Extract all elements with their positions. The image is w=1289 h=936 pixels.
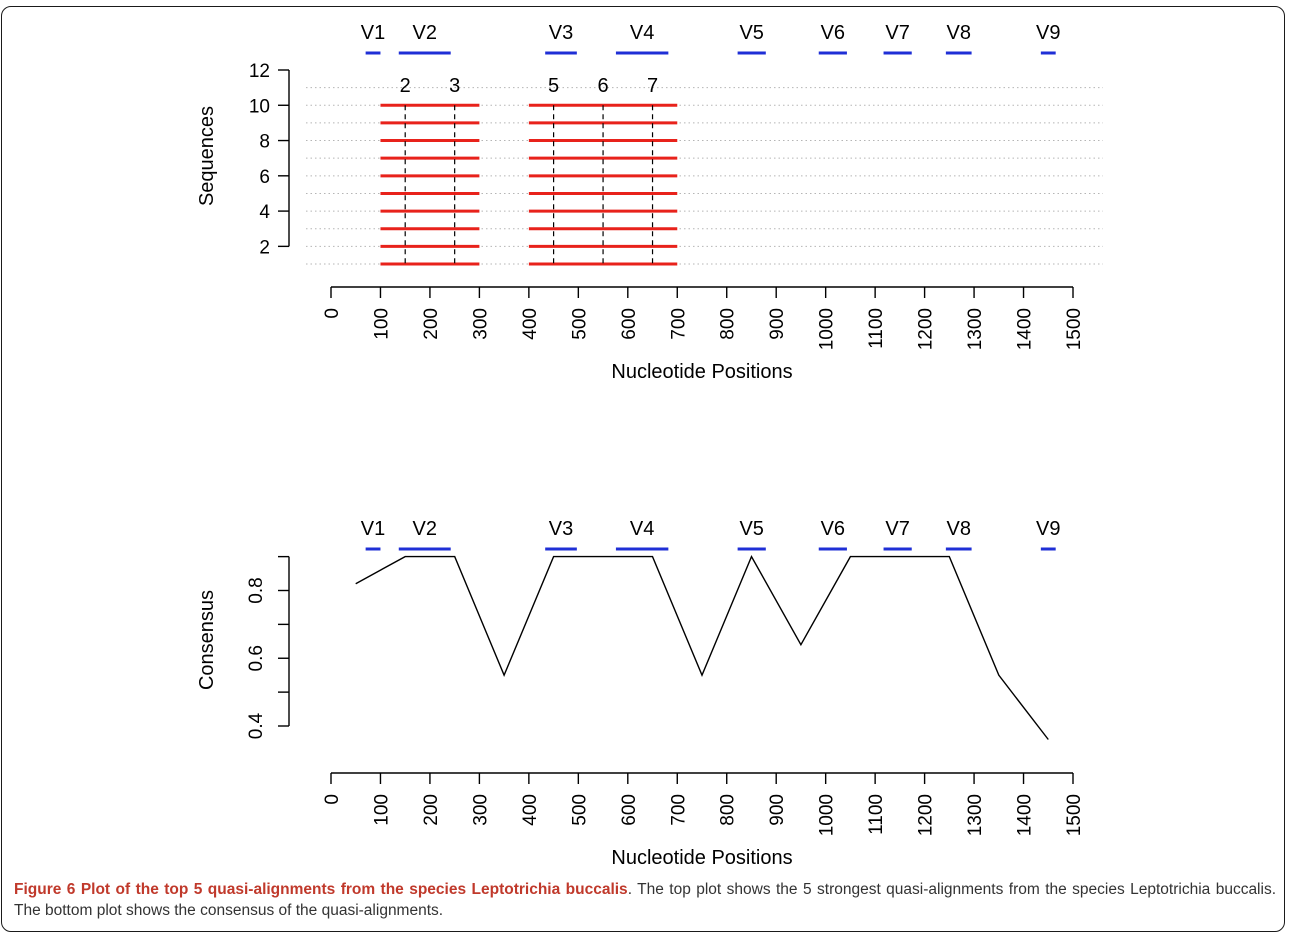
window-marker-label: 7 bbox=[647, 75, 658, 97]
x-tick-label: 1500 bbox=[1064, 794, 1085, 836]
x-tick-label: 500 bbox=[569, 794, 590, 826]
figure-svg: V1 V2 V3 V4 V5 V6 V7 V8 V9 2 4 6 8 10 12 Sequences 2 3 5 6 7… bbox=[196, 22, 1103, 869]
variable-region-label: V1 bbox=[361, 22, 385, 44]
x-axis-title: Nucleotide Positions bbox=[611, 847, 792, 869]
x-tick-label: 600 bbox=[619, 308, 640, 340]
y-tick-label: 4 bbox=[259, 202, 270, 223]
variable-region-label: V2 bbox=[413, 518, 437, 540]
figure-frame bbox=[1, 6, 1285, 932]
x-tick-label: 1200 bbox=[916, 794, 937, 836]
x-tick-label: 300 bbox=[470, 308, 491, 340]
variable-region-label: V5 bbox=[739, 22, 763, 44]
variable-region-label: V2 bbox=[413, 22, 437, 44]
variable-region-label: V7 bbox=[885, 518, 909, 540]
x-tick-label: 1100 bbox=[866, 308, 887, 349]
y-tick-label: 0.6 bbox=[246, 645, 267, 671]
x-tick-label: 200 bbox=[421, 308, 442, 340]
consensus-line bbox=[355, 555, 1049, 740]
x-tick-label: 1300 bbox=[965, 794, 986, 836]
x-tick-label: 1100 bbox=[866, 794, 887, 835]
x-tick-label: 400 bbox=[520, 794, 541, 826]
x-tick-label: 200 bbox=[421, 794, 442, 826]
x-tick-label: 800 bbox=[718, 794, 739, 826]
x-tick-label: 1400 bbox=[1015, 794, 1036, 836]
variable-region-label: V4 bbox=[630, 518, 654, 540]
caption-body: . The top plot shows the 5 strongest qua… bbox=[14, 881, 1277, 919]
x-tick-label: 0 bbox=[322, 794, 343, 805]
x-tick-label: 400 bbox=[520, 308, 541, 340]
x-axis-title: Nucleotide Positions bbox=[611, 361, 792, 383]
x-tick-label: 1200 bbox=[916, 308, 937, 350]
sequences-plot: V1 V2 V3 V4 V5 V6 V7 V8 V9 2 4 6 8 10 12 Sequences 2 3 5 6 7… bbox=[196, 22, 1103, 383]
variable-region-label: V9 bbox=[1036, 518, 1060, 540]
y-tick-label: 0.4 bbox=[246, 712, 267, 739]
variable-region-label: V6 bbox=[821, 518, 845, 540]
x-tick-label: 600 bbox=[619, 794, 640, 826]
y-tick-label: 6 bbox=[259, 167, 270, 188]
x-tick-label: 100 bbox=[371, 794, 392, 826]
x-tick-label: 900 bbox=[767, 794, 788, 826]
x-tick-label: 1500 bbox=[1064, 308, 1085, 350]
variable-region-label: V9 bbox=[1036, 22, 1060, 44]
window-marker-label: 2 bbox=[400, 75, 411, 97]
x-tick-label: 900 bbox=[767, 308, 788, 340]
x-tick-label: 100 bbox=[371, 308, 392, 340]
caption-title: Figure 6 Plot of the top 5 quasi-alignme… bbox=[14, 881, 628, 898]
x-tick-label: 0 bbox=[322, 308, 343, 319]
x-tick-label: 1000 bbox=[817, 794, 838, 836]
y-tick-label: 12 bbox=[249, 61, 270, 82]
variable-region-label: V3 bbox=[549, 518, 573, 540]
variable-region-label: V3 bbox=[549, 22, 573, 44]
x-tick-label: 1000 bbox=[817, 308, 838, 350]
figure-caption: Figure 6 Plot of the top 5 quasi-alignme… bbox=[14, 879, 1276, 921]
x-tick-label: 700 bbox=[668, 308, 689, 340]
window-marker-label: 3 bbox=[449, 75, 460, 97]
variable-region-label: V5 bbox=[739, 518, 763, 540]
variable-region-label: V6 bbox=[821, 22, 845, 44]
x-tick-label: 1400 bbox=[1015, 308, 1036, 350]
variable-region-label: V8 bbox=[946, 518, 970, 540]
variable-region-label: V1 bbox=[361, 518, 385, 540]
y-tick-label: 0.8 bbox=[246, 577, 267, 603]
y-tick-label: 8 bbox=[259, 132, 270, 153]
x-tick-label: 800 bbox=[718, 308, 739, 340]
y-axis-title: Consensus bbox=[196, 590, 218, 690]
window-marker-label: 5 bbox=[548, 75, 559, 97]
variable-region-label: V4 bbox=[630, 22, 654, 44]
x-tick-label: 700 bbox=[668, 794, 689, 826]
window-marker-label: 6 bbox=[598, 75, 609, 97]
consensus-plot: V1 V2 V3 V4 V5 V6 V7 V8 V9 0.4 0.6 0.8 Consensus 0 100… bbox=[196, 518, 1085, 869]
y-tick-label: 2 bbox=[259, 237, 270, 258]
x-tick-label: 1300 bbox=[965, 308, 986, 350]
y-tick-label: 10 bbox=[249, 96, 270, 117]
x-tick-label: 300 bbox=[470, 794, 491, 826]
variable-region-label: V7 bbox=[885, 22, 909, 44]
variable-region-label: V8 bbox=[946, 22, 970, 44]
x-tick-label: 500 bbox=[569, 308, 590, 340]
y-axis-title: Sequences bbox=[196, 106, 218, 206]
